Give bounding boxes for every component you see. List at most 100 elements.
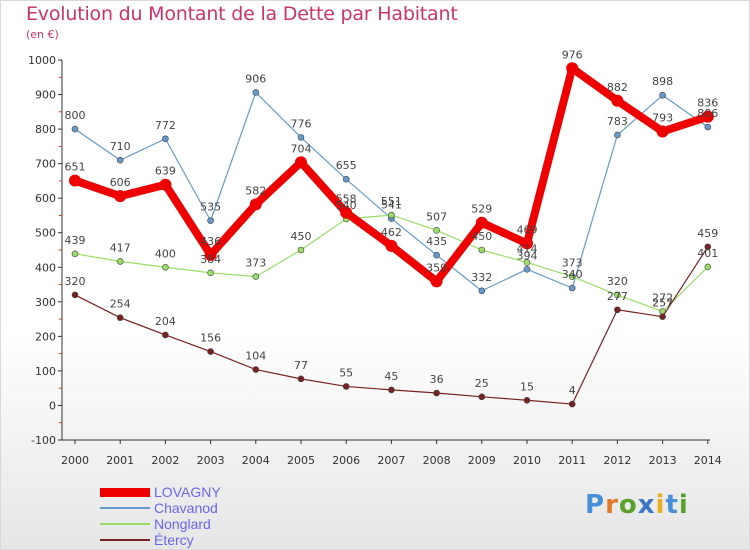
y-tick-label: 600 [35,192,56,205]
data-label-3: 36 [430,373,444,386]
x-tick-label: 2014 [694,454,722,467]
data-label-1: 898 [652,75,673,88]
y-tick-label: 1000 [28,54,56,67]
data-label-2: 507 [426,210,447,223]
series-point-0 [249,198,262,211]
data-label-1: 776 [291,117,312,130]
data-label-3: 320 [65,275,86,288]
data-label-3: 25 [475,377,489,390]
x-tick-label: 2012 [603,454,631,467]
series-point-3 [614,306,621,314]
y-tick-label: 100 [35,365,56,378]
data-label-3: 459 [697,227,718,240]
legend-label-etercy: Étercy [154,532,194,548]
series-point-3 [478,393,486,401]
legend-item-chavanod: Chavanod [100,500,400,516]
data-label-3: 45 [384,370,398,383]
y-tick-label: 700 [35,158,56,171]
series-point-1 [568,284,576,292]
data-label-2: 417 [110,241,131,254]
x-tick-label: 2011 [558,454,586,467]
series-point-0 [204,248,217,261]
x-tick-label: 2000 [61,454,89,467]
proxiti-logo: Proxiti [585,490,689,520]
data-label-3: 104 [245,350,266,363]
logo-letter: P [585,490,606,520]
data-label-1: 655 [336,159,357,172]
data-label-0: 469 [517,223,538,236]
legend-label-chavanod: Chavanod [154,500,218,516]
x-tick-label: 2007 [377,454,405,467]
data-label-2: 400 [155,247,176,260]
data-label-0: 359 [426,261,447,274]
series-point-2 [252,273,260,280]
data-label-1: 394 [517,249,538,262]
data-label-1: 783 [607,115,628,128]
series-point-0 [701,110,714,123]
chart-unit: (en €) [26,28,59,41]
data-label-1: 906 [245,72,266,85]
data-label-0: 582 [245,184,266,197]
legend-item-lovagny: LOVAGNY [100,484,400,500]
data-label-0: 976 [562,48,583,61]
data-label-3: 254 [110,298,131,311]
series-point-0 [159,178,172,191]
series-point-2 [568,273,576,280]
series-point-1 [704,123,712,131]
x-tick-label: 2010 [513,454,541,467]
data-label-3: 156 [200,332,221,345]
series-point-2 [478,246,486,254]
logo-letter: r [605,490,619,520]
series-point-0 [340,206,353,219]
series-point-1 [523,266,531,273]
series-point-3 [704,243,712,251]
data-label-2: 414 [517,242,538,255]
data-label-1: 541 [381,199,402,212]
series-point-1 [297,134,305,141]
series-point-1 [207,217,214,224]
series-point-2 [207,269,214,277]
series-point-1 [478,287,486,295]
series-point-1 [116,156,124,164]
x-tick-label: 2009 [468,454,496,467]
legend-item-etercy: Étercy [100,532,400,548]
series-point-0 [385,239,398,252]
series-point-0 [475,216,488,229]
series-point-0 [566,62,579,75]
y-tick-label: -100 [31,434,56,447]
series-point-0 [69,174,81,187]
series-point-3 [207,348,214,355]
x-tick-label: 2013 [649,454,677,467]
data-label-2: 540 [336,199,357,212]
series-point-0 [430,275,443,288]
data-label-1: 806 [697,107,718,120]
data-label-0: 462 [381,226,402,239]
series-point-2 [71,250,79,258]
data-label-2: 551 [381,195,402,208]
series-point-2 [523,259,531,266]
data-label-1: 772 [155,119,176,132]
series-point-0 [611,94,624,107]
data-label-2: 450 [471,230,492,243]
series-point-2 [162,263,169,271]
data-label-2: 272 [652,291,673,304]
x-tick-label: 2003 [197,454,225,467]
data-label-3: 15 [520,380,534,393]
series-point-2 [433,227,440,234]
series-point-0 [521,237,533,250]
x-tick-label: 2006 [332,454,360,467]
data-label-3: 77 [294,359,308,372]
data-label-0: 436 [200,235,221,248]
y-tick-label: 900 [35,89,56,102]
data-label-2: 320 [607,275,628,288]
series-point-0 [114,190,127,203]
series-point-3 [523,396,531,404]
data-label-0: 606 [110,176,131,189]
x-tick-label: 2008 [423,454,451,467]
logo-letter: i [655,490,666,520]
series-point-0 [295,156,307,169]
series-point-2 [388,211,395,219]
logo-letter: x [637,490,656,520]
series-point-1 [162,135,169,143]
